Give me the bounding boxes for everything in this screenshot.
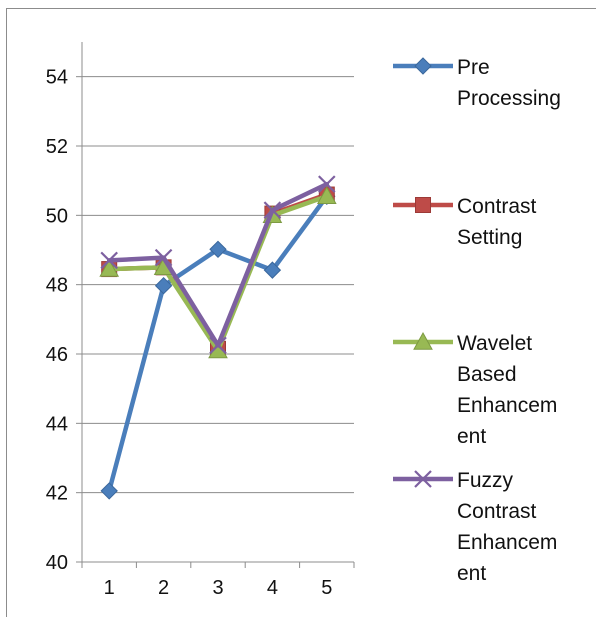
x-tick-label: 1 <box>104 577 115 599</box>
series-3 <box>99 186 337 359</box>
data-point <box>154 248 173 267</box>
legend-entry-2: Contrast Setting <box>393 195 537 249</box>
data-point <box>263 201 282 219</box>
series-group <box>99 175 337 500</box>
data-point <box>318 175 336 193</box>
marker-stroke <box>154 248 173 267</box>
x-tick-label: 3 <box>212 577 223 599</box>
x-tick-label: 4 <box>267 577 278 599</box>
legend-marker <box>414 470 432 488</box>
data-point <box>100 251 118 270</box>
marker-stroke <box>209 336 227 355</box>
legend-label: Based <box>457 363 517 386</box>
series-4 <box>100 175 336 355</box>
y-tick-label: 50 <box>46 205 68 227</box>
chart-frame <box>6 8 596 617</box>
data-point <box>99 259 120 277</box>
legend-marker <box>414 57 432 75</box>
legend-entry-3: Wavelet Based Enhancem ent <box>393 331 557 448</box>
y-tick-label: 52 <box>46 136 68 158</box>
axes <box>81 42 354 563</box>
data-point <box>263 261 282 279</box>
y-tick-label: 40 <box>46 552 68 574</box>
series-2 <box>101 186 335 357</box>
x-axis-ticks: 1 2 3 4 5 <box>81 562 355 599</box>
marker-stroke <box>100 251 118 270</box>
legend-entry-1: Pre Processing <box>393 56 561 110</box>
series-line <box>106 194 330 353</box>
y-tick-label: 44 <box>46 413 68 435</box>
legend-label: Setting <box>457 226 522 249</box>
legend-label: Pre <box>457 56 490 79</box>
legend-label: Processing <box>457 87 561 110</box>
x-tick-label: 5 <box>321 577 332 599</box>
y-tick-label: 46 <box>46 344 68 366</box>
y-tick-label: 54 <box>46 67 68 89</box>
gridlines <box>82 76 354 494</box>
legend-marker <box>415 197 431 213</box>
y-axis-ticks: 40 42 44 46 48 50 52 54 <box>46 67 82 574</box>
legend-label: ent <box>457 425 486 448</box>
legend-label: Wavelet <box>457 332 532 355</box>
legend-label: ent <box>457 562 486 585</box>
series-line <box>106 192 330 352</box>
legend-entry-4: Fuzzy Contrast Enhancem ent <box>393 469 557 585</box>
marker-stroke <box>414 470 432 488</box>
legend-label: Enhancem <box>457 394 557 417</box>
legend-label: Fuzzy <box>457 469 514 492</box>
data-point <box>100 482 118 500</box>
legend-label: Enhancem <box>457 531 557 554</box>
marker-stroke <box>263 201 282 219</box>
legend-marker <box>413 331 433 350</box>
data-point <box>154 276 173 295</box>
data-point <box>209 240 227 259</box>
data-point <box>209 336 227 355</box>
legend-label: Contrast <box>457 500 537 523</box>
marker-stroke <box>318 175 336 193</box>
y-tick-label: 42 <box>46 483 68 505</box>
y-tick-label: 48 <box>46 275 68 297</box>
x-tick-label: 2 <box>158 577 169 599</box>
data-point <box>316 186 337 204</box>
legend: Pre Processing Contrast Setting Wavelet Based… <box>393 56 561 585</box>
legend-label: Contrast <box>457 195 537 218</box>
